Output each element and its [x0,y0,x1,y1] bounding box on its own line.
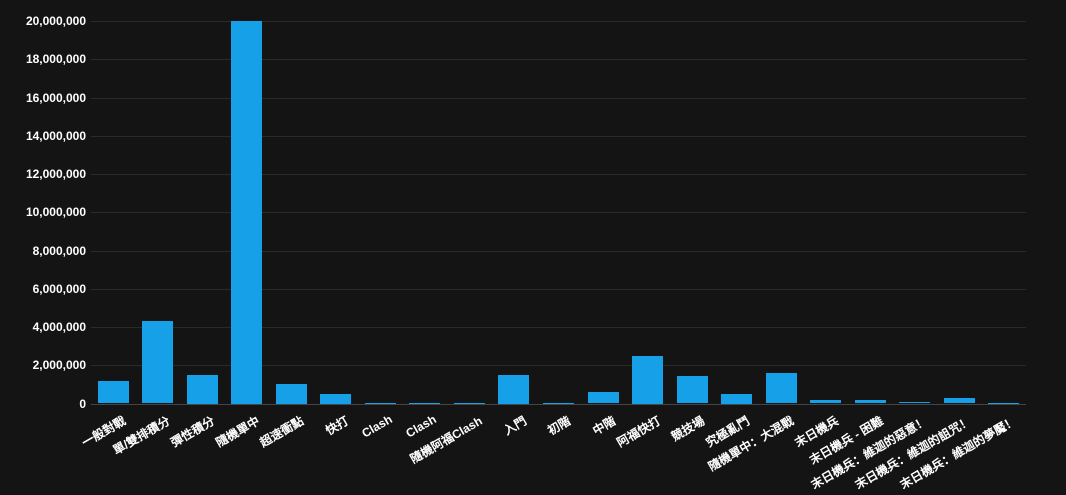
y-axis-tick-label: 2,000,000 [32,358,86,373]
y-axis-tick-label: 10,000,000 [25,205,86,220]
x-axis-category-label: 彈性積分 [168,413,218,450]
y-axis-tick-label: 8,000,000 [32,243,86,258]
gridline [91,212,1026,214]
bar[interactable] [364,402,396,404]
x-axis-category-label: 競技場 [668,413,708,444]
y-axis-tick-label: 14,000,000 [25,128,86,143]
bar[interactable] [543,402,574,404]
bar[interactable] [854,399,886,404]
gridline [91,288,1026,290]
y-axis-tick-label: 20,000,000 [25,14,86,28]
bar[interactable] [275,384,307,404]
bar[interactable] [186,374,218,404]
x-axis-category-label: 快打 [323,413,351,438]
y-axis-tick-label: 18,000,000 [25,52,86,67]
bar[interactable] [409,402,441,404]
y-axis-tick-label: 0 [79,396,86,411]
bar[interactable] [498,374,530,404]
bar[interactable] [320,393,352,404]
y-axis-tick-label: 12,000,000 [25,167,86,181]
y-axis-tick-label: 16,000,000 [25,90,86,105]
y-axis-tick-label: 6,000,000 [32,281,86,296]
gridline [91,135,1026,137]
bar[interactable] [587,392,619,404]
bar[interactable] [988,402,1020,404]
x-axis-category-label: Clash [359,411,395,440]
gridline [91,327,1026,328]
x-axis-zero-line [91,403,1026,405]
bar[interactable] [632,355,664,404]
bar[interactable] [899,401,931,404]
x-axis-category-label: 超速衝點 [257,413,307,450]
gridline [91,97,1026,99]
bar[interactable] [97,380,129,404]
bar[interactable] [721,393,753,404]
x-axis-category-label: 初階 [545,413,574,438]
y-axis-tick-label: 4,000,000 [32,320,86,334]
bar[interactable] [231,21,263,404]
bar[interactable] [142,321,174,404]
gridline [91,365,1026,367]
gridline [91,174,1026,175]
gridline [91,250,1026,252]
bar[interactable] [453,402,485,404]
x-axis-category-label: 阿福快打 [613,413,663,450]
bar[interactable] [810,399,842,404]
bar[interactable] [765,372,797,404]
x-axis-category-label: 入門 [501,413,529,438]
x-axis-category-label: 隨機單中 [213,413,262,450]
bar[interactable] [943,397,975,404]
gridline [91,21,1026,22]
gridline [91,59,1026,61]
bar[interactable] [676,375,708,404]
